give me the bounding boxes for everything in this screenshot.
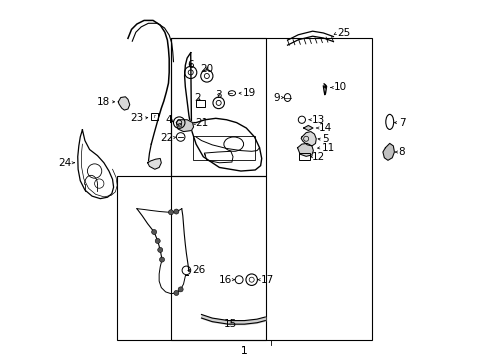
Circle shape [158, 247, 163, 252]
Text: 21: 21 [195, 118, 208, 128]
Polygon shape [301, 132, 316, 146]
Text: 18: 18 [97, 97, 110, 107]
Text: 12: 12 [311, 152, 325, 162]
Text: 4: 4 [165, 116, 172, 126]
Polygon shape [147, 158, 161, 169]
Circle shape [178, 287, 183, 292]
Text: 9: 9 [272, 93, 279, 103]
Polygon shape [176, 120, 193, 132]
Bar [192, 136, 255, 160]
Circle shape [174, 209, 179, 214]
Text: 14: 14 [319, 123, 332, 133]
Polygon shape [303, 126, 312, 131]
Circle shape [151, 229, 156, 234]
Text: r: r [153, 114, 155, 120]
Text: 1: 1 [241, 346, 247, 356]
Polygon shape [118, 97, 129, 110]
Circle shape [324, 85, 326, 88]
Bar [117, 176, 265, 339]
Text: 3: 3 [215, 90, 222, 100]
Text: 22: 22 [160, 133, 173, 143]
Text: 1: 1 [241, 346, 247, 356]
Text: 26: 26 [192, 265, 205, 275]
Text: 7: 7 [398, 118, 405, 128]
Text: 15: 15 [224, 319, 237, 329]
Text: 13: 13 [311, 115, 325, 125]
Bar [171, 39, 371, 339]
Text: 2: 2 [193, 93, 200, 103]
Polygon shape [297, 143, 313, 156]
Text: 23: 23 [130, 113, 143, 123]
Text: 11: 11 [321, 143, 334, 153]
Text: 8: 8 [398, 147, 405, 157]
Circle shape [174, 291, 179, 296]
Bar [171, 39, 265, 176]
Circle shape [155, 238, 160, 243]
Text: 24: 24 [58, 158, 72, 168]
Text: 6: 6 [187, 59, 194, 69]
Text: 5: 5 [322, 135, 328, 144]
Polygon shape [382, 143, 394, 160]
Circle shape [168, 210, 173, 215]
Text: 20: 20 [200, 64, 213, 74]
Text: 19: 19 [242, 88, 255, 98]
Text: 25: 25 [336, 28, 349, 38]
Text: 17: 17 [260, 275, 273, 285]
Text: 10: 10 [333, 82, 346, 93]
Circle shape [159, 257, 164, 262]
Text: 16: 16 [218, 275, 231, 285]
